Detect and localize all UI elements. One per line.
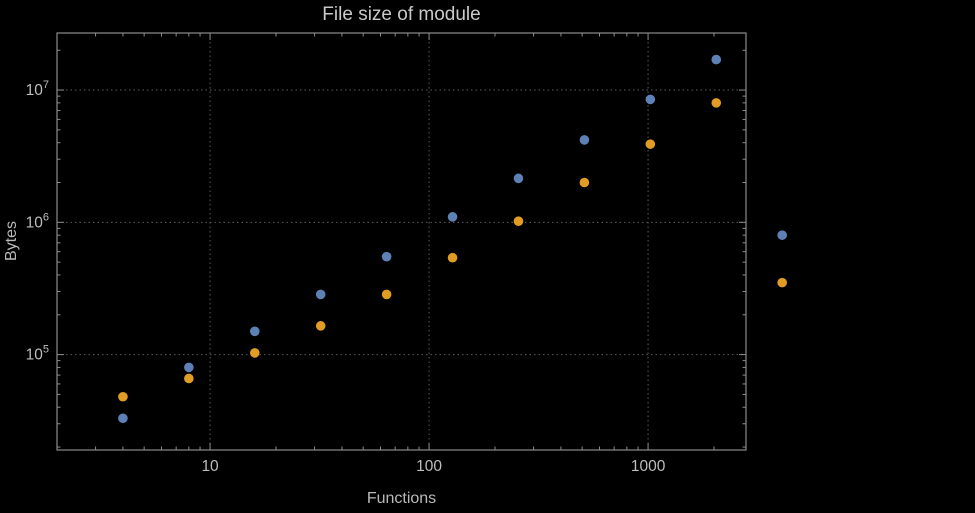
data-point	[513, 173, 524, 184]
data-point	[315, 321, 326, 331]
x-tick-label: 1000	[631, 458, 666, 475]
plot-frame	[56, 32, 747, 451]
data-point	[711, 98, 722, 108]
data-point	[118, 391, 128, 402]
y-tick-label: 107	[26, 79, 49, 99]
series-orange-points	[118, 98, 787, 402]
x-axis-label: Functions	[366, 490, 437, 507]
y-tick-label: 106	[26, 211, 49, 231]
tick-marks	[56, 33, 746, 450]
data-point	[777, 277, 787, 288]
x-tick-labels: 10 100 1000	[201, 458, 665, 475]
data-point	[579, 135, 590, 145]
data-point	[645, 139, 656, 149]
y-tick-label: 105	[26, 344, 49, 364]
data-point	[381, 289, 392, 300]
y-axis-label: Bytes	[3, 221, 20, 262]
grid-lines	[57, 33, 746, 450]
data-point	[711, 54, 722, 65]
series-blue-points	[118, 54, 787, 424]
data-point	[184, 373, 194, 384]
chart-title: File size of module	[322, 4, 481, 25]
data-point	[777, 230, 787, 240]
data-point	[118, 413, 128, 424]
data-point	[447, 252, 458, 263]
x-tick-label: 100	[416, 458, 442, 475]
data-point	[249, 348, 260, 358]
data-point	[249, 326, 260, 337]
data-point	[315, 289, 326, 300]
data-point	[579, 177, 590, 188]
x-tick-label: 10	[201, 458, 219, 475]
data-point	[513, 216, 524, 226]
data-point	[184, 362, 194, 373]
data-point	[447, 212, 458, 222]
y-tick-labels: 105 106 107	[26, 79, 49, 364]
data-point	[645, 94, 656, 105]
data-point	[381, 251, 392, 262]
